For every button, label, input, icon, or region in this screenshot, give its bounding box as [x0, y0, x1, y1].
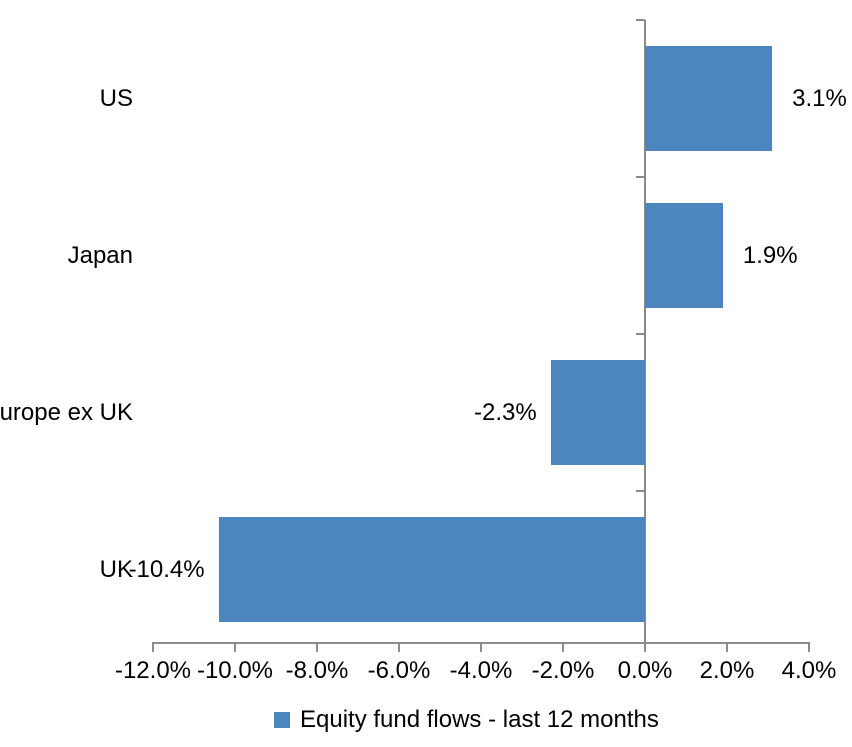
legend: Equity fund flows - last 12 months — [274, 705, 659, 735]
x-axis-tick — [562, 643, 564, 652]
bar-value-label: 3.1% — [792, 84, 847, 112]
category-axis-tick — [636, 490, 645, 492]
bar-value-label: 1.9% — [742, 241, 798, 269]
x-axis-tick — [316, 643, 318, 652]
category-axis-tick — [636, 19, 645, 21]
bar-value-label: -10.4% — [128, 555, 205, 583]
x-tick-label: 0.0% — [617, 657, 673, 684]
category-axis-tick — [636, 333, 645, 335]
x-tick-label: -10.0% — [196, 657, 274, 684]
legend-color-swatch — [274, 712, 290, 728]
bar — [645, 203, 723, 308]
category-label: Japan — [67, 241, 133, 269]
zero-axis-line — [644, 20, 646, 651]
x-axis-tick — [398, 643, 400, 652]
x-axis-tick — [152, 643, 154, 652]
category-axis-tick — [636, 176, 645, 178]
x-tick-label: -6.0% — [367, 657, 431, 684]
category-label: US — [99, 84, 133, 112]
x-axis-tick — [234, 643, 236, 652]
category-label: Europe ex UK — [0, 398, 133, 426]
x-axis-tick — [808, 643, 810, 652]
x-tick-label: -8.0% — [285, 657, 349, 684]
bar — [645, 46, 773, 151]
x-tick-label: -4.0% — [449, 657, 513, 684]
x-tick-label: 4.0% — [781, 657, 837, 684]
category-label: UK — [99, 555, 133, 583]
bar — [550, 360, 645, 465]
x-tick-label: -2.0% — [531, 657, 595, 684]
bar — [218, 517, 645, 622]
x-axis-tick — [726, 643, 728, 652]
x-tick-label: 2.0% — [699, 657, 755, 684]
x-axis-tick — [480, 643, 482, 652]
bar-value-label: -2.3% — [474, 398, 537, 426]
x-tick-label: -12.0% — [114, 657, 192, 684]
legend-label: Equity fund flows - last 12 months — [300, 706, 659, 733]
x-axis-tick — [644, 643, 646, 652]
